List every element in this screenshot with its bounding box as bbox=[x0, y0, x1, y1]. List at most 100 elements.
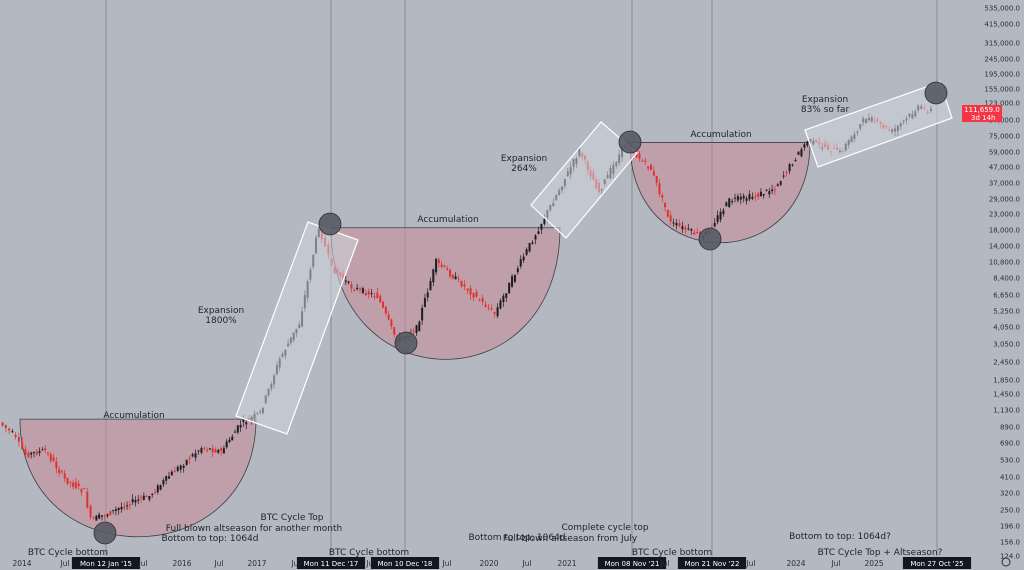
candle-body bbox=[690, 229, 693, 231]
candle-body bbox=[66, 477, 69, 484]
candle-body bbox=[109, 511, 112, 515]
candle-body bbox=[60, 471, 63, 473]
cycle-marker bbox=[93, 521, 117, 545]
candle-body bbox=[367, 291, 370, 295]
candle-body bbox=[370, 293, 373, 295]
accumulation-bowl bbox=[330, 227, 561, 360]
candle-body bbox=[239, 424, 242, 428]
y-tick-label: 123,000.0 bbox=[984, 100, 1020, 108]
y-tick-label: 18,000.0 bbox=[989, 227, 1020, 235]
btc-cycle-top-1: BTC Cycle Top bbox=[261, 513, 324, 523]
settings-gear[interactable] bbox=[1001, 557, 1011, 567]
complete-cycle-top: Complete cycle top bbox=[561, 523, 648, 533]
candle-body bbox=[522, 256, 525, 261]
candle-body bbox=[44, 448, 47, 450]
candle-body bbox=[443, 265, 446, 267]
candle-body bbox=[472, 293, 475, 298]
candle-body bbox=[463, 284, 466, 287]
candle-body bbox=[100, 515, 103, 517]
cycle-marker bbox=[394, 331, 418, 355]
candle-body bbox=[446, 268, 449, 271]
candle-body bbox=[95, 515, 98, 521]
candle-body bbox=[359, 288, 362, 290]
candle-body bbox=[173, 471, 176, 473]
candle-body bbox=[803, 144, 806, 148]
candle-body bbox=[376, 292, 379, 299]
candle-body bbox=[435, 258, 438, 273]
gear-icon[interactable] bbox=[1001, 557, 1011, 567]
y-tick-label: 124.0 bbox=[1000, 553, 1020, 561]
cycle-marker bbox=[318, 212, 342, 236]
candle-body bbox=[543, 218, 546, 224]
btc-cycle-top-altseason: BTC Cycle Top + Altseason? bbox=[818, 548, 943, 558]
candle-body bbox=[537, 231, 540, 234]
candle-body bbox=[519, 259, 522, 267]
x-tick-label: Mon 12 Jan '15 bbox=[80, 560, 132, 568]
candle-body bbox=[797, 151, 800, 155]
candle-body bbox=[98, 514, 101, 519]
candle-body bbox=[41, 449, 44, 451]
candle-body bbox=[508, 282, 511, 294]
candle-body bbox=[475, 291, 478, 297]
candle-body bbox=[55, 461, 58, 469]
candle-body bbox=[451, 274, 454, 279]
candle-body bbox=[390, 319, 393, 327]
x-tick-label: Jul bbox=[365, 559, 375, 568]
full-blown-altseason-1: Full blown altseason for another month bbox=[166, 524, 342, 534]
x-tick-label: Jul bbox=[290, 559, 300, 568]
candle-body bbox=[69, 481, 72, 483]
candle-body bbox=[217, 450, 220, 453]
candle-body bbox=[418, 321, 421, 332]
candle-body bbox=[731, 201, 734, 203]
candle-body bbox=[231, 436, 234, 441]
y-tick-label: 4,050.0 bbox=[993, 324, 1020, 332]
btc-cycle-bottom-3: BTC Cycle bottom bbox=[632, 548, 712, 558]
candle-body bbox=[788, 164, 791, 172]
candle-body bbox=[46, 453, 49, 455]
candle-body bbox=[379, 296, 382, 303]
candle-body bbox=[49, 454, 52, 461]
candle-body bbox=[148, 496, 151, 500]
candle-body bbox=[776, 184, 779, 187]
candle-body bbox=[415, 325, 418, 333]
x-tick-flag bbox=[902, 557, 972, 569]
candle-body bbox=[72, 482, 75, 487]
candle-body bbox=[513, 274, 516, 282]
candle-body bbox=[742, 195, 745, 199]
candle-body bbox=[188, 458, 191, 460]
candle-body bbox=[534, 235, 537, 240]
x-tick-label: 2017 bbox=[247, 559, 266, 568]
candle-body bbox=[647, 166, 650, 169]
candle-body bbox=[768, 191, 771, 195]
candle-body bbox=[24, 449, 27, 456]
expansion-label-3: Expansion bbox=[802, 95, 848, 105]
candle-body bbox=[154, 491, 157, 493]
candle-body bbox=[151, 494, 154, 496]
candle-body bbox=[675, 222, 678, 226]
candle-body bbox=[145, 496, 148, 498]
candle-body bbox=[74, 482, 77, 489]
expansion-boxes bbox=[235, 81, 953, 435]
y-tick-label: 47,000.0 bbox=[989, 164, 1020, 172]
y-tick-label: 690.0 bbox=[1000, 440, 1020, 448]
candle-body bbox=[80, 489, 83, 493]
y-tick-label: 530.0 bbox=[1000, 457, 1020, 465]
y-tick-label: 890.0 bbox=[1000, 424, 1020, 432]
candle-body bbox=[222, 448, 225, 454]
x-tick-label: 2021 bbox=[557, 559, 576, 568]
candle-body bbox=[466, 288, 469, 291]
accumulation-bowl bbox=[629, 142, 811, 244]
x-tick-label: 2014 bbox=[12, 559, 31, 568]
expansion-box bbox=[804, 81, 953, 168]
candle-body bbox=[696, 231, 699, 233]
y-tick-label: 3,050.0 bbox=[993, 341, 1020, 349]
candle-body bbox=[481, 298, 484, 302]
bottom-to-top-2: Bottom to top: 1064d bbox=[468, 533, 565, 543]
expansion-box bbox=[235, 221, 359, 435]
btc-cycle-bottom-1: BTC Cycle bottom bbox=[28, 548, 108, 558]
expansion-label-2: Expansion bbox=[501, 154, 547, 164]
candle-body bbox=[211, 448, 214, 453]
candle-body bbox=[384, 306, 387, 314]
annotations: Accumulation Accumulation Accumulation E… bbox=[28, 95, 943, 558]
